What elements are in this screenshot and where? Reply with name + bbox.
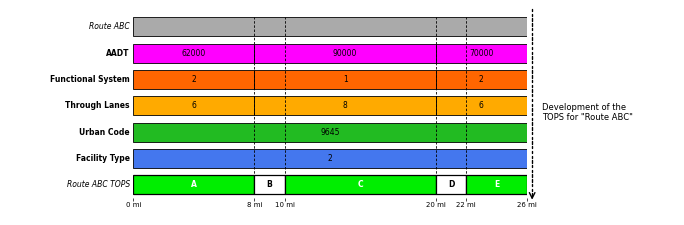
Bar xyxy=(436,96,527,115)
Text: AADT: AADT xyxy=(107,49,130,58)
Text: Facility Type: Facility Type xyxy=(76,154,130,163)
Text: 70000: 70000 xyxy=(469,49,493,58)
Text: 8: 8 xyxy=(343,101,347,110)
Text: 9645: 9645 xyxy=(320,128,340,137)
Bar xyxy=(133,17,527,36)
Bar xyxy=(133,70,254,89)
Text: C: C xyxy=(358,180,363,189)
Text: 1: 1 xyxy=(343,75,347,84)
Text: 2: 2 xyxy=(479,75,484,84)
Text: A: A xyxy=(191,180,197,189)
Bar xyxy=(436,70,527,89)
Text: 2: 2 xyxy=(192,75,196,84)
Text: D: D xyxy=(448,180,454,189)
Bar xyxy=(254,175,285,194)
Text: 6: 6 xyxy=(192,101,196,110)
Text: Functional System: Functional System xyxy=(50,75,130,84)
Text: Route ABC: Route ABC xyxy=(89,22,130,31)
Bar xyxy=(254,70,436,89)
Text: B: B xyxy=(267,180,272,189)
Text: Development of the
TOPS for "Route ABC": Development of the TOPS for "Route ABC" xyxy=(542,103,633,122)
Text: E: E xyxy=(494,180,499,189)
Text: 62000: 62000 xyxy=(182,49,206,58)
Text: Urban Code: Urban Code xyxy=(79,128,130,137)
Bar xyxy=(285,175,436,194)
Text: 6: 6 xyxy=(479,101,484,110)
Text: Route ABC TOPS: Route ABC TOPS xyxy=(67,180,130,189)
Bar xyxy=(133,96,254,115)
Text: 90000: 90000 xyxy=(333,49,357,58)
Bar xyxy=(133,123,527,142)
Bar xyxy=(436,44,527,63)
Text: Through Lanes: Through Lanes xyxy=(66,101,130,110)
Bar xyxy=(436,175,466,194)
Bar xyxy=(133,149,527,168)
Bar xyxy=(466,175,527,194)
Bar xyxy=(133,175,254,194)
Text: 2: 2 xyxy=(328,154,332,163)
Bar xyxy=(133,44,254,63)
Bar xyxy=(254,96,436,115)
Bar xyxy=(254,44,436,63)
